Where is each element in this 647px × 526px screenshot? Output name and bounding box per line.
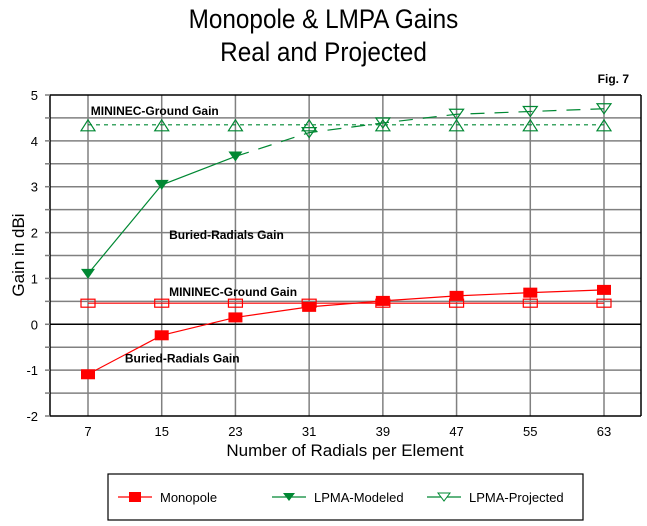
y-tick-label: 2 [31, 226, 38, 241]
legend: Monopole LPMA-Modeled LPMA-Projected [107, 473, 584, 521]
data-point [448, 118, 465, 132]
labels-layer: MININEC-Ground Gain Buried-Radials Gain MI… [91, 104, 297, 366]
legend-label: Monopole [160, 490, 217, 505]
figure-label: Fig. 7 [597, 72, 629, 86]
x-tick-label: 7 [84, 424, 91, 439]
y-axis-title: Gain in dBi [9, 213, 28, 296]
data-point [522, 118, 539, 132]
data-point [448, 298, 465, 308]
x-axis-title: Number of Radials per Element [226, 441, 463, 460]
data-point [448, 108, 465, 121]
x-tick-label: 15 [154, 424, 168, 439]
x-tick-label: 47 [449, 424, 463, 439]
series-lpma-mininec-ground [79, 118, 613, 132]
data-point [227, 118, 244, 132]
series-monopole-mininec-ground [80, 298, 612, 308]
data-point [374, 118, 391, 132]
legend-label: LPMA-Modeled [314, 490, 404, 505]
legend-item: Monopole [118, 490, 217, 505]
data-point [81, 268, 95, 279]
data-point [523, 287, 538, 298]
data-point [449, 290, 464, 301]
y-tick-label: 1 [31, 271, 38, 286]
data-point [596, 298, 612, 308]
data-point [153, 118, 170, 132]
data-point [81, 369, 95, 380]
data-point [154, 298, 170, 308]
y-tick-label: 3 [31, 180, 38, 195]
data-point [301, 118, 318, 132]
data-point [227, 298, 244, 308]
series-layer [79, 103, 613, 380]
x-tick-label: 55 [523, 424, 537, 439]
data-point [522, 298, 538, 308]
data-point [228, 312, 243, 323]
annotation-label: MININEC-Ground Gain [169, 285, 297, 299]
x-tick-label: 39 [376, 424, 390, 439]
data-point [375, 295, 390, 306]
data-point [522, 105, 539, 118]
data-point [300, 127, 318, 139]
annotation-label: Buried-Radials Gain [125, 352, 240, 366]
legend-box [107, 473, 584, 521]
legend-item: LPMA-Projected [427, 490, 564, 505]
annotation-label: Buried-Radials Gain [169, 228, 284, 242]
y-tick-label: 5 [31, 88, 38, 103]
grid [50, 95, 641, 416]
legend-marker [283, 493, 295, 501]
annotation-label: MININEC-Ground Gain [91, 104, 219, 118]
y-tick-label: -2 [26, 409, 38, 424]
data-point [80, 298, 96, 308]
data-point [595, 103, 613, 115]
y-tick-label: 4 [31, 134, 38, 149]
legend-marker [129, 492, 141, 502]
legend-label: LPMA-Projected [469, 490, 564, 505]
series-line [87, 289, 605, 375]
y-tick-label: -1 [26, 363, 38, 378]
series-lpma-projected [235, 103, 613, 158]
x-tick-label: 31 [302, 424, 316, 439]
series-line [235, 108, 605, 158]
data-point [374, 117, 392, 130]
y-tick-label: 0 [31, 317, 38, 332]
data-point [375, 298, 391, 308]
chart-subtitle: Real and Projected [220, 37, 427, 67]
x-tick-label: 23 [228, 424, 242, 439]
chart-title: Monopole & LMPA Gains [188, 4, 459, 34]
x-tick-label: 63 [597, 424, 611, 439]
legend-marker [437, 492, 451, 502]
data-point [301, 298, 317, 308]
legend-item: LPMA-Modeled [272, 490, 404, 505]
data-point [79, 118, 97, 132]
data-point [595, 118, 613, 132]
data-point [154, 330, 169, 341]
data-point [154, 179, 169, 190]
series-monopole [81, 284, 611, 380]
data-point [597, 284, 611, 295]
